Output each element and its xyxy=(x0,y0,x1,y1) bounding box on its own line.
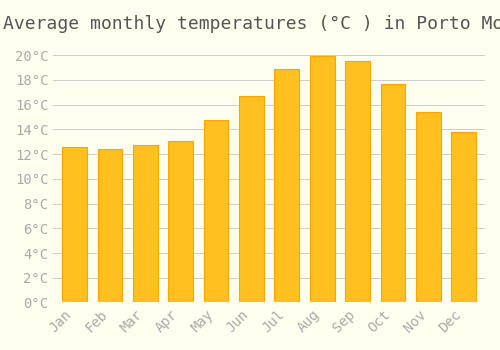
Bar xyxy=(310,56,334,302)
Title: Average monthly temperatures (°C ) in Porto Moniz: Average monthly temperatures (°C ) in Po… xyxy=(2,15,500,33)
Bar xyxy=(98,149,122,302)
Bar xyxy=(239,96,264,302)
Bar xyxy=(345,62,370,302)
Bar xyxy=(416,112,441,302)
Bar xyxy=(168,141,193,302)
Bar xyxy=(452,132,476,302)
Bar xyxy=(62,147,87,302)
Bar xyxy=(204,120,229,302)
Bar xyxy=(133,146,158,302)
Bar xyxy=(274,69,299,302)
Bar xyxy=(380,84,406,302)
